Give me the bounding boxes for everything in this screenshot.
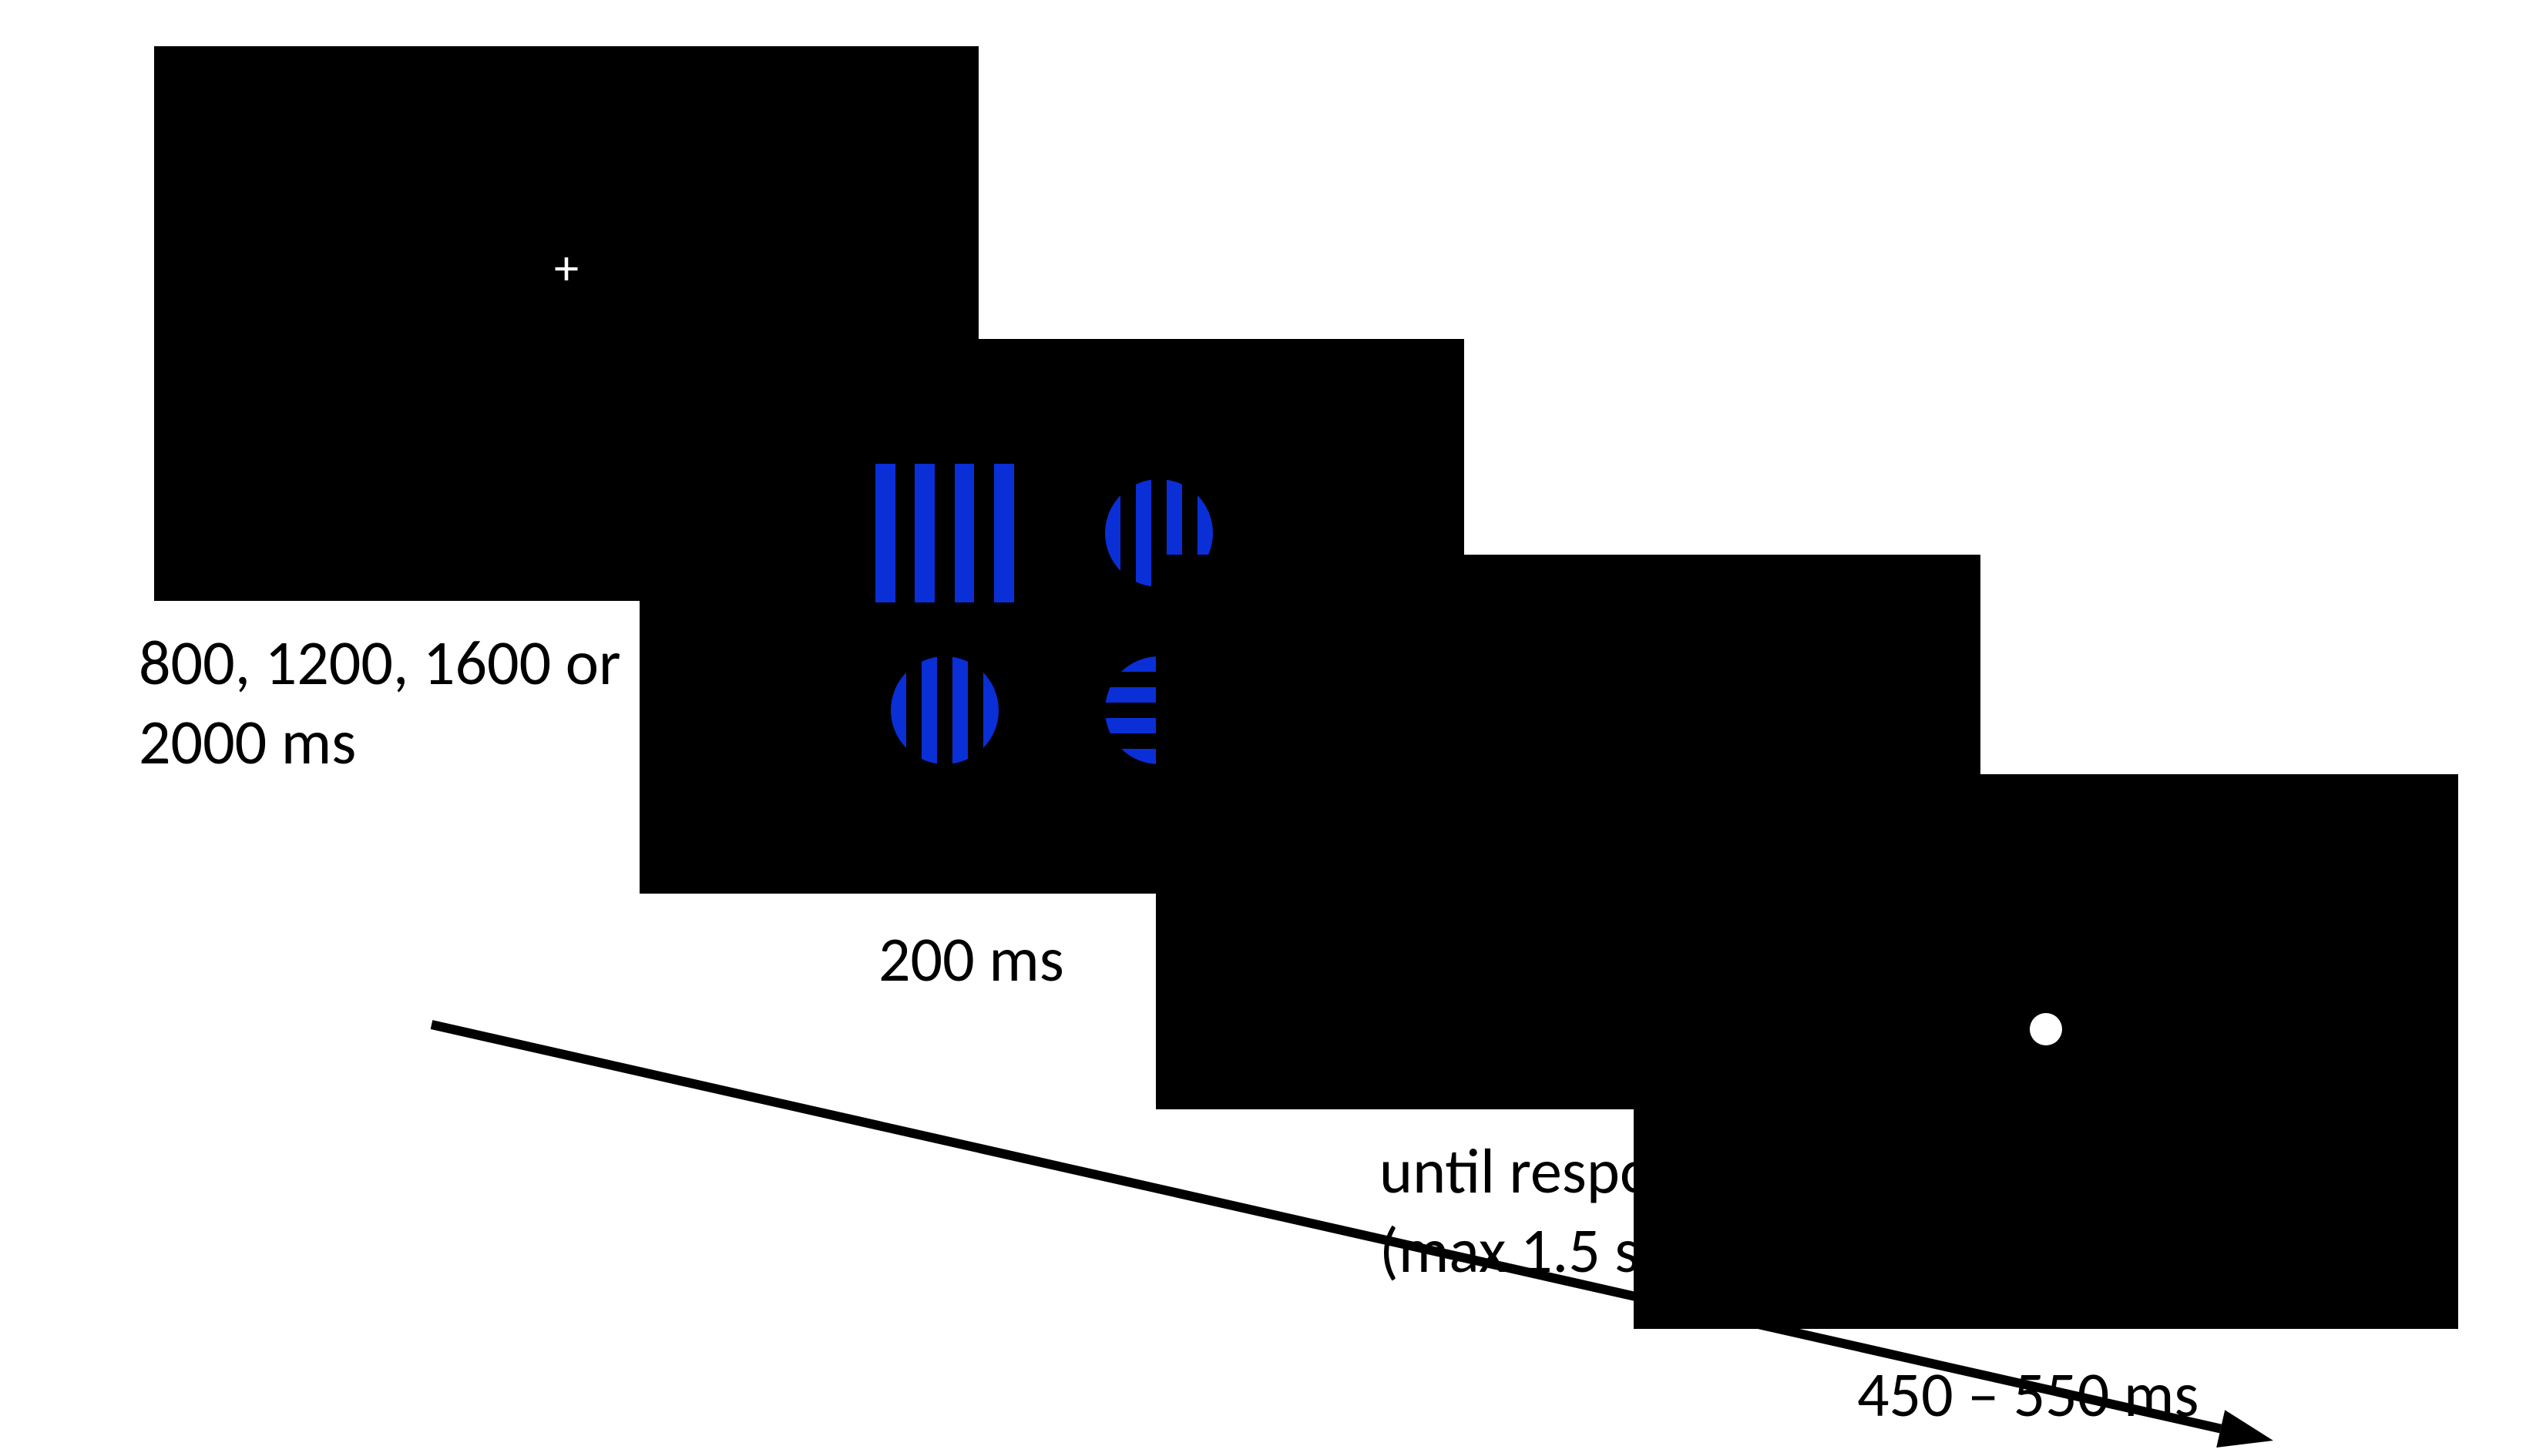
label-stimulus: 200 ms — [878, 921, 1064, 1000]
label-feedback: 450 – 550 ms — [1857, 1356, 2198, 1435]
label-fixation: 800, 1200, 1600 or 2000 ms — [139, 624, 621, 782]
feedback-dot — [2030, 1013, 2062, 1045]
grating-circle-vertical — [891, 656, 999, 764]
fixation-cross: + — [554, 238, 579, 298]
panel-feedback — [1634, 774, 2458, 1329]
grating-square-vertical — [875, 464, 1014, 602]
